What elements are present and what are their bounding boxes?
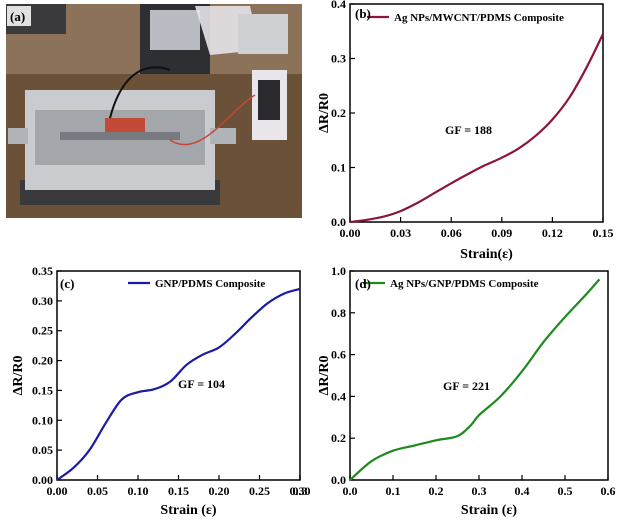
instrument-case-dark (258, 80, 280, 120)
x-tick-label: 0.20 (209, 484, 230, 498)
x-tick-label: 0.12 (542, 226, 563, 240)
monitor-base (150, 10, 200, 50)
x-tick-label: 0.15 (168, 484, 189, 498)
gf-annotation: GF = 188 (445, 123, 492, 137)
photo-panel: (a) (6, 4, 302, 218)
series-line (349, 278, 601, 481)
y-tick-label: 0.2 (331, 431, 346, 445)
y-tick-label: 0.4 (331, 389, 346, 403)
legend-label: Ag NPs/MWCNT/PDMS Composite (394, 12, 564, 24)
y-tick-label: 0.6 (331, 348, 346, 362)
multimeter-box (238, 14, 288, 54)
y-tick-label: 0.8 (331, 306, 346, 320)
plot-frame (349, 3, 604, 223)
y-tick-label: 0.2 (331, 106, 346, 120)
chart-d: 0.0 0.1 0.2 0.3 0.4 0.5 0.6 0.0 0.2 0.4 0.6 0.8 1.0 S… (317, 264, 616, 518)
x-tick-label: 0.09 (491, 226, 512, 240)
x-tick-label: 0.06 (441, 226, 462, 240)
y-axis-label: ΔR/R0 (317, 356, 332, 396)
y-tick-label: 0.15 (32, 383, 53, 397)
legend-label: Ag NPs/GNP/PDMS Composite (390, 278, 539, 290)
x-axis-label: Strain (ε) (461, 503, 517, 518)
chart-b: 0.00 0.03 0.06 0.09 0.12 0.15 0.0 0.1 0.2 0.3 0.4 S… (317, 0, 614, 262)
chart-c: 0.00 0.05 0.10 0.15 0.20 0.25 0.300.30.000.050… (11, 264, 311, 518)
x-tick-label: 0.2 (429, 484, 444, 498)
wire (109, 66, 171, 119)
sample-clip (105, 118, 145, 134)
legend-label: GNP/PDMS Composite (155, 278, 265, 290)
y-tick-label: 0.1 (331, 161, 346, 175)
photo-label-box (7, 6, 31, 26)
panel-label: (b) (355, 6, 371, 21)
x-axis-label: Strain (ε) (160, 503, 216, 518)
x-tick-label: 0.10 (128, 484, 149, 498)
y-tick-label: 0.10 (32, 413, 53, 427)
panel-label: (d) (355, 276, 371, 291)
micrometer-left (8, 128, 28, 144)
y-tick-label: 0.00 (32, 473, 53, 487)
panel-label: (c) (60, 276, 74, 291)
y-tick-label: 0.05 (32, 443, 53, 457)
x-tick-label: 0.25 (249, 484, 270, 498)
y-tick-label: 0.30 (32, 294, 53, 308)
y-tick-label: 0.35 (32, 264, 53, 278)
x-tick-label: 0.00 (340, 226, 361, 240)
photo-panel-label: (a) (10, 9, 25, 24)
x-tick-label: 0.30 (290, 484, 311, 498)
x-tick-label: 0.03 (390, 226, 411, 240)
y-tick-label: 0.25 (32, 324, 53, 338)
series-line (56, 287, 301, 481)
x-tick-label: 0.05 (87, 484, 108, 498)
x-tick-label: 0.5 (558, 484, 573, 498)
x-tick-label: 0.4 (515, 484, 530, 498)
series-line (349, 33, 604, 224)
x-tick-label: 0.3 (472, 484, 487, 498)
y-axis-label: ΔR/R0 (11, 356, 26, 396)
plot-frame (56, 270, 301, 481)
x-tick-label: 0.0 (343, 484, 358, 498)
x-tick-label: 0.1 (386, 484, 401, 498)
y-tick-label: 0.0 (331, 215, 346, 229)
plot-frame (349, 270, 609, 481)
x-tick-label: 0.6 (601, 484, 616, 498)
y-tick-label: 0.0 (331, 473, 346, 487)
gf-annotation: GF = 221 (443, 379, 490, 393)
wire-2 (169, 94, 256, 146)
gf-annotation: GF = 104 (178, 377, 225, 391)
y-tick-label: 0.20 (32, 354, 53, 368)
y-tick-label: 0.4 (331, 0, 346, 11)
sample-strip (60, 132, 180, 140)
y-axis-label: ΔR/R0 (317, 93, 332, 133)
x-tick-label: 0.15 (593, 226, 614, 240)
micrometer-right (210, 128, 236, 144)
x-tick-label: 0.00 (47, 484, 68, 498)
x-axis-label: Strain(ε) (460, 247, 513, 262)
x-tick-label: 0.3 (293, 484, 308, 498)
y-tick-label: 1.0 (331, 264, 346, 278)
y-tick-label: 0.3 (331, 52, 346, 66)
